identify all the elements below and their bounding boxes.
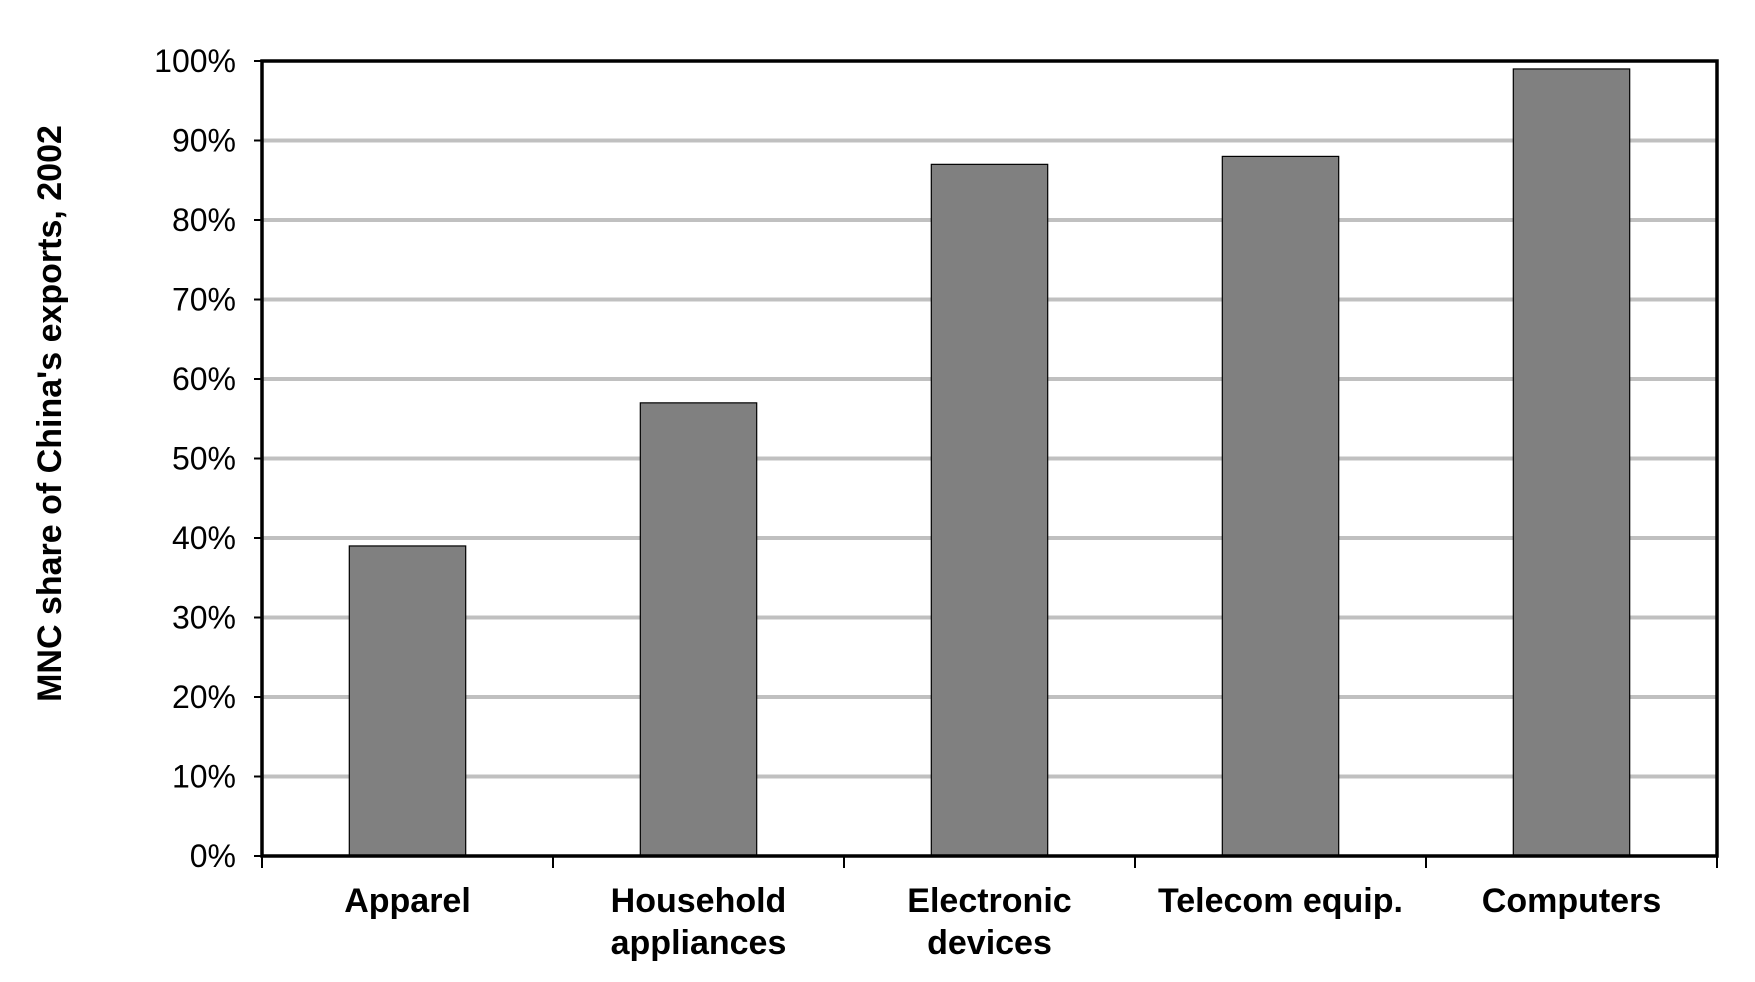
bars xyxy=(348,68,1631,857)
y-tick-label: 40% xyxy=(172,520,236,556)
y-axis-ticks: 0% 10% 20% 30% 40% 50% 60% 70% 80% 90% 100% xyxy=(154,43,262,874)
bar-telecom-equip xyxy=(1221,155,1340,857)
y-tick-label: 10% xyxy=(172,759,236,795)
x-tick-label: Telecom equip. xyxy=(1158,882,1403,920)
y-tick-label: 80% xyxy=(172,202,236,238)
bar-computers xyxy=(1512,68,1631,857)
y-tick-label: 0% xyxy=(190,838,236,874)
y-tick-label: 60% xyxy=(172,361,236,397)
y-tick-label: 30% xyxy=(172,600,236,636)
bar-electronic-devices xyxy=(930,163,1049,857)
bar-apparel xyxy=(348,545,467,857)
x-tick-label: Apparel xyxy=(344,882,471,920)
y-tick-label: 100% xyxy=(154,43,236,79)
x-tick-label: Electronic devices xyxy=(907,882,1071,962)
y-tick-label: 50% xyxy=(172,441,236,477)
y-axis-title: MNC share of China's exports, 2002 xyxy=(31,125,69,702)
bar-household-appliances xyxy=(639,402,758,857)
x-axis-ticks: Apparel Household appliances Electronic devi… xyxy=(261,856,1718,962)
y-tick-label: 20% xyxy=(172,679,236,715)
x-tick-label: Computers xyxy=(1482,882,1661,920)
x-tick-label: Household appliances xyxy=(611,882,787,962)
y-tick-label: 70% xyxy=(172,282,236,318)
y-tick-label: 90% xyxy=(172,123,236,159)
